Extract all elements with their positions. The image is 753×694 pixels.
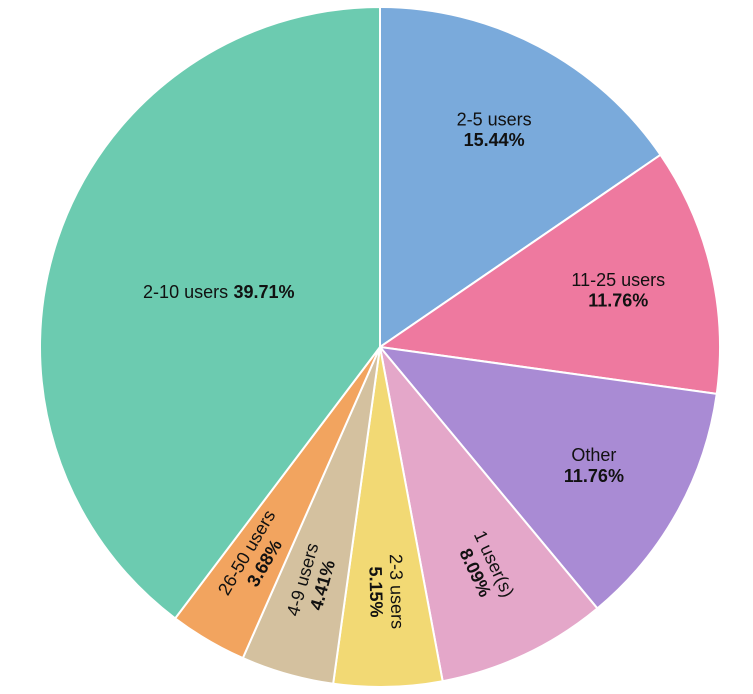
slice-value: 11.76% [564, 466, 624, 486]
slice-value: 15.44% [464, 130, 525, 150]
pie-slice [378, 343, 599, 683]
pie-slice [377, 153, 721, 395]
slice-category: 11-25 users [571, 270, 665, 290]
slice-value: 39.71% [233, 282, 294, 302]
slice-label: Other 11.76% [564, 445, 624, 486]
slice-value: 11.76% [588, 290, 648, 310]
slice-category: Other [571, 445, 616, 465]
slice-value: 5.15% [366, 566, 387, 618]
slice-category: 2-10 users [143, 282, 228, 302]
slice-label: 2-3 users5.15% [365, 554, 407, 630]
slice-category: 2-3 users [386, 554, 408, 629]
slice-label: 2-5 users 15.44% [457, 109, 532, 150]
pie-slice [39, 5, 381, 620]
slice-label: 11-25 users 11.76% [571, 270, 665, 311]
pie-slice [377, 345, 718, 610]
slice-category: 2-5 users [457, 109, 532, 129]
pie-slice [379, 5, 662, 349]
slice-label: 2-10 users 39.71% [143, 282, 295, 302]
